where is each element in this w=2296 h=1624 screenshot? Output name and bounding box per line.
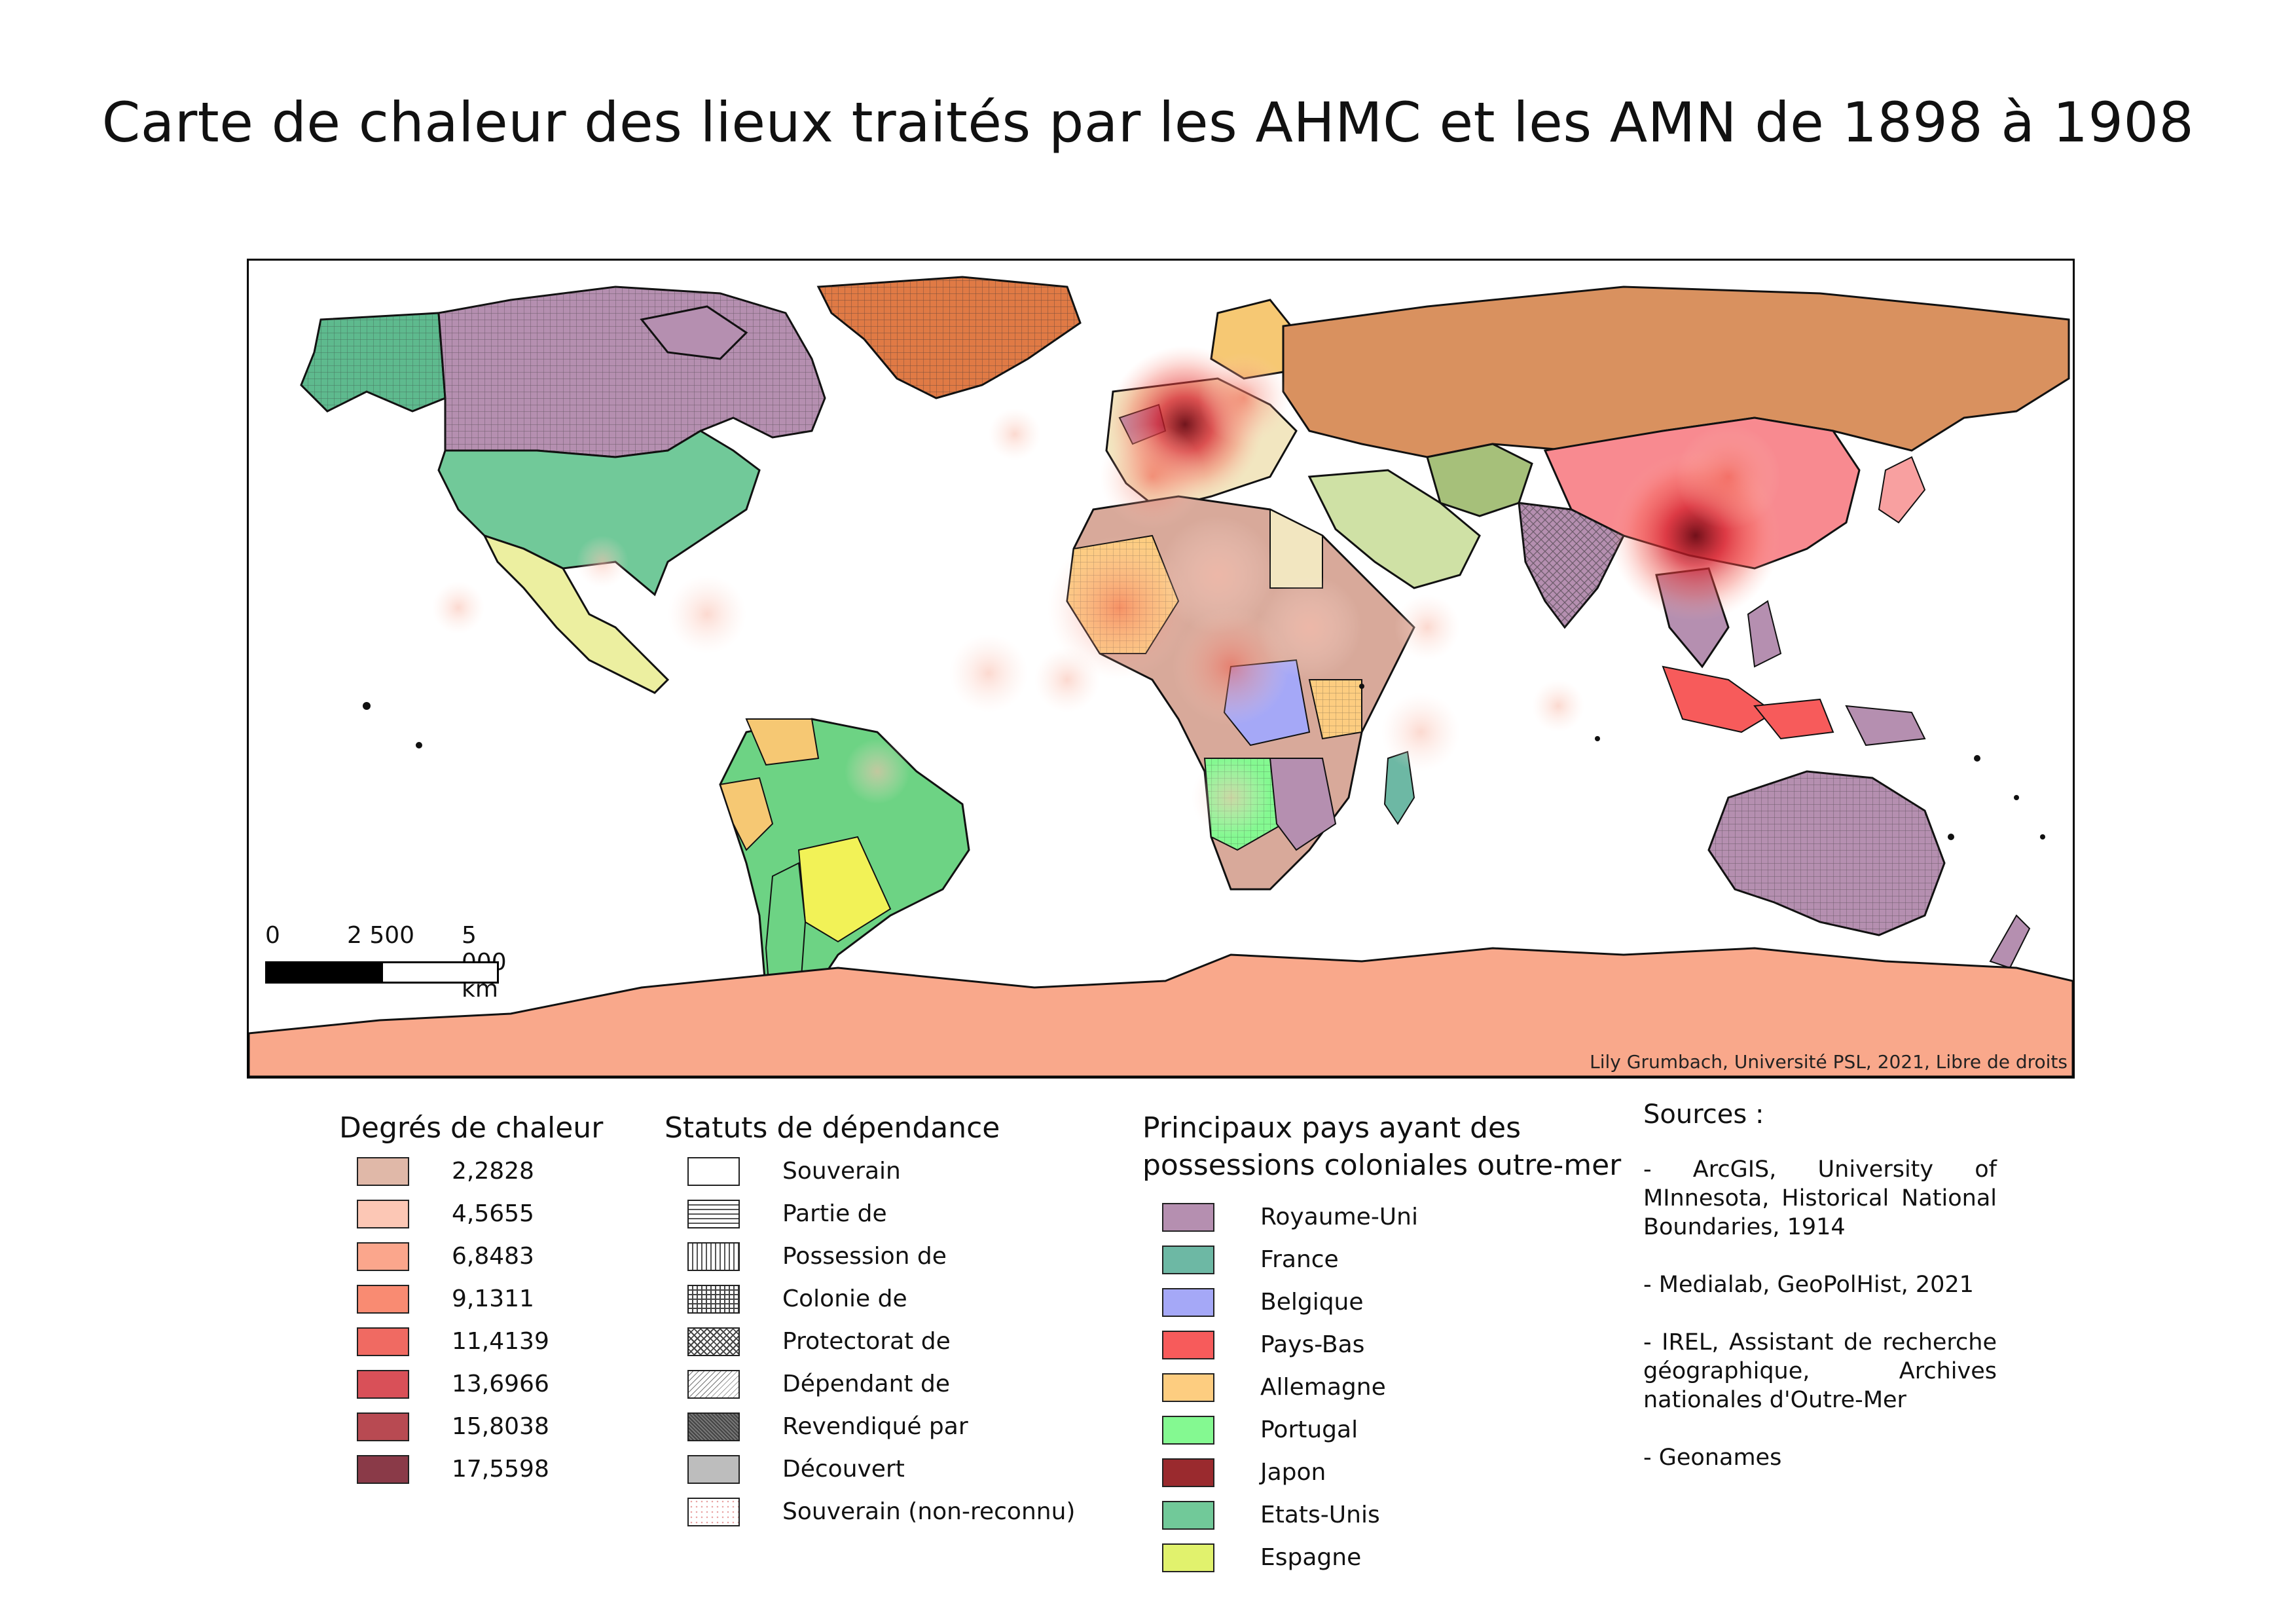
colonial-legend-item-swatch: [1162, 1416, 1214, 1445]
heat-legend-item-label: 11,4139: [452, 1328, 549, 1355]
colonial-legend-title-line1: Principaux pays ayant des: [1142, 1111, 1522, 1145]
scale-segment-white: [381, 961, 499, 984]
region-alaska: [300, 312, 446, 413]
scale-label-0: 0: [265, 922, 280, 949]
colonial-legend-item-label: Allemagne: [1260, 1374, 1386, 1401]
colonial-legend-item-swatch: [1162, 1543, 1214, 1572]
status-legend-item-label: Colonie de: [782, 1285, 907, 1312]
heat-legend-item-label: 4,5655: [452, 1200, 534, 1227]
status-legend-item-label: Souverain (non-reconnu): [782, 1498, 1076, 1525]
heat-legend-item-swatch: [357, 1242, 409, 1271]
status-legend-item-label: Revendiqué par: [782, 1413, 968, 1440]
heat-legend-item-swatch: [357, 1412, 409, 1441]
colonial-legend-item-swatch: [1162, 1458, 1214, 1487]
status-legend-item-swatch: [687, 1455, 740, 1484]
status-legend-item-label: Possession de: [782, 1243, 947, 1270]
scale-bar: 0 2 500 5 000 km: [265, 922, 507, 1003]
status-legend-item-label: Partie de: [782, 1200, 887, 1227]
heat-legend-item-label: 15,8038: [452, 1413, 549, 1440]
region-russia: [1282, 286, 2070, 458]
sources-title: Sources :: [1643, 1099, 1764, 1130]
region-greenland: [816, 276, 1082, 399]
world-map: [249, 276, 2073, 1077]
region-usa: [437, 430, 761, 597]
source-item: - Medialab, GeoPolHist, 2021: [1643, 1272, 1974, 1298]
region-japan: [1878, 456, 1926, 524]
heat-legend-item-swatch: [357, 1455, 409, 1484]
region-canada: [437, 286, 826, 458]
heat-legend-item-swatch: [357, 1285, 409, 1314]
status-legend-item-swatch: [687, 1242, 740, 1271]
heat-legend-item-label: 2,2828: [452, 1158, 534, 1185]
status-legend-item-label: Dépendant de: [782, 1371, 950, 1397]
region-antarctica: [249, 947, 2073, 1077]
status-legend-title: Statuts de dépendance: [665, 1111, 1000, 1145]
heatmap-layer: [432, 346, 1781, 837]
colonial-legend-title-line2: possessions coloniales outre-mer: [1142, 1149, 1622, 1182]
status-legend-item-label: Souverain: [782, 1158, 901, 1185]
map-canvas[interactable]: Lily Grumbach, Université PSL, 2021, Lib…: [247, 259, 2075, 1079]
heat-legend-item-swatch: [357, 1200, 409, 1228]
status-legend-item-swatch: [687, 1412, 740, 1441]
source-item: - IREL, Assistant de recherche géographi…: [1643, 1329, 1997, 1413]
source-item: - ArcGIS, University of MInnesota, Histo…: [1643, 1156, 1997, 1240]
status-legend-item-label: Protectorat de: [782, 1328, 951, 1355]
colonial-legend-item-swatch: [1162, 1373, 1214, 1402]
colonial-legend-item-label: Japon: [1260, 1459, 1326, 1486]
status-legend-item-swatch: [687, 1157, 740, 1186]
status-legend-item-label: Découvert: [782, 1456, 905, 1483]
colonial-legend-item-label: France: [1260, 1246, 1339, 1273]
colonial-legend-item-label: Pays-Bas: [1260, 1331, 1365, 1358]
map-title: Carte de chaleur des lieux traités par l…: [101, 90, 2195, 155]
colonial-legend-item-swatch: [1162, 1501, 1214, 1530]
source-item: - Geonames: [1643, 1445, 1782, 1471]
colonial-legend-item-label: Royaume-Uni: [1260, 1204, 1418, 1230]
heat-legend-item-label: 13,6966: [452, 1371, 549, 1397]
status-legend-item-swatch: [687, 1370, 740, 1399]
colonial-legend-item-swatch: [1162, 1203, 1214, 1232]
status-legend-item-swatch: [687, 1498, 740, 1526]
colonial-legend-item-label: Portugal: [1260, 1416, 1358, 1443]
colonial-legend-item-label: Belgique: [1260, 1289, 1364, 1316]
colonial-legend-item-label: Etats-Unis: [1260, 1502, 1380, 1528]
heat-legend-item-swatch: [357, 1157, 409, 1186]
heat-legend-item-swatch: [357, 1370, 409, 1399]
region-australia: [1707, 770, 2031, 969]
heat-legend-item-swatch: [357, 1327, 409, 1356]
attribution: Lily Grumbach, Université PSL, 2021, Lib…: [1590, 1051, 2068, 1073]
heat-legend-item-label: 6,8483: [452, 1243, 534, 1270]
region-mexico: [483, 534, 670, 694]
region-south-america: [719, 718, 970, 1048]
region-middle-east: [1307, 469, 1481, 589]
region-se-asia: [1662, 600, 1926, 747]
colonial-legend-item-swatch: [1162, 1288, 1214, 1317]
status-legend-item-swatch: [687, 1327, 740, 1356]
scale-segment-black: [265, 961, 383, 984]
status-legend-item-swatch: [687, 1200, 740, 1228]
islands: [363, 684, 2045, 840]
colonial-legend-item-swatch: [1162, 1246, 1214, 1274]
status-legend-item-swatch: [687, 1285, 740, 1314]
heat-legend-item-label: 9,1311: [452, 1285, 534, 1312]
sources-block: Sources : - ArcGIS, University of MInnes…: [1643, 1100, 1997, 1501]
colonial-legend-item-swatch: [1162, 1331, 1214, 1359]
colonial-legend-item-label: Espagne: [1260, 1544, 1362, 1571]
heat-legend-title: Degrés de chaleur: [339, 1111, 604, 1145]
scale-label-2500: 2 500: [347, 922, 415, 949]
heat-legend-item-label: 17,5598: [452, 1456, 549, 1483]
